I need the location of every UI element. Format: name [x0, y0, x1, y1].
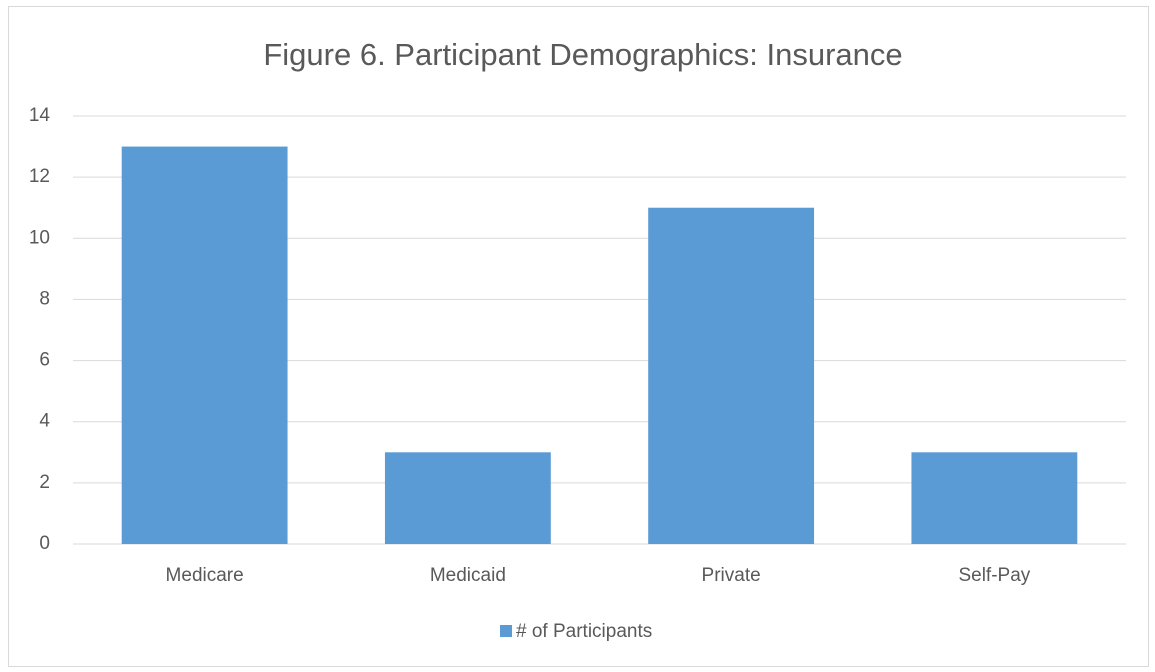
legend-label: # of Participants [516, 621, 652, 642]
bar [911, 452, 1078, 544]
y-tick-label: 0 [39, 533, 50, 554]
chart-title: Figure 6. Participant Demographics: Insu… [263, 37, 902, 72]
bar [121, 146, 288, 545]
y-tick-label: 12 [29, 166, 50, 187]
bar [384, 452, 551, 544]
x-tick-label: Self-Pay [958, 565, 1030, 586]
y-tick-label: 10 [29, 227, 50, 248]
x-tick-label: Private [702, 565, 761, 586]
y-tick-label: 2 [39, 472, 50, 493]
y-tick-label: 8 [39, 288, 50, 309]
x-tick-label: Medicare [166, 565, 244, 586]
y-tick-label: 6 [39, 350, 50, 371]
x-tick-label: Medicaid [430, 565, 506, 586]
legend-swatch [500, 625, 512, 637]
y-tick-label: 14 [29, 105, 51, 126]
y-tick-label: 4 [39, 411, 50, 432]
bar [648, 207, 815, 544]
